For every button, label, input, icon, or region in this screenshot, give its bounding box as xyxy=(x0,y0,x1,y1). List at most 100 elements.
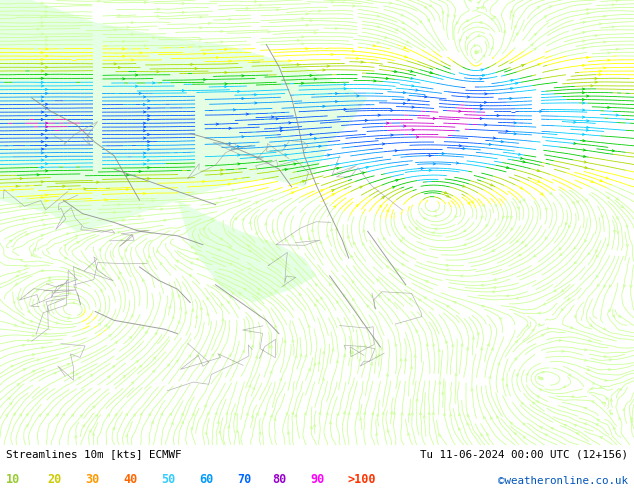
FancyArrowPatch shape xyxy=(569,374,571,376)
FancyArrowPatch shape xyxy=(286,239,288,242)
FancyArrowPatch shape xyxy=(377,25,380,28)
FancyArrowPatch shape xyxy=(145,1,146,3)
FancyArrowPatch shape xyxy=(520,187,522,189)
FancyArrowPatch shape xyxy=(455,215,457,218)
FancyArrowPatch shape xyxy=(126,435,128,438)
FancyArrowPatch shape xyxy=(157,71,159,73)
FancyArrowPatch shape xyxy=(195,241,197,243)
FancyArrowPatch shape xyxy=(141,327,143,329)
FancyArrowPatch shape xyxy=(200,46,202,48)
FancyArrowPatch shape xyxy=(582,109,585,111)
FancyArrowPatch shape xyxy=(251,416,254,418)
FancyArrowPatch shape xyxy=(600,179,602,181)
FancyArrowPatch shape xyxy=(301,82,304,84)
FancyArrowPatch shape xyxy=(387,122,389,124)
FancyArrowPatch shape xyxy=(401,14,403,16)
FancyArrowPatch shape xyxy=(28,340,30,342)
FancyArrowPatch shape xyxy=(103,268,105,270)
FancyArrowPatch shape xyxy=(256,413,258,416)
FancyArrowPatch shape xyxy=(331,53,333,55)
FancyArrowPatch shape xyxy=(48,279,51,281)
FancyArrowPatch shape xyxy=(320,241,322,244)
FancyArrowPatch shape xyxy=(382,412,384,415)
FancyArrowPatch shape xyxy=(54,372,56,374)
Text: 50: 50 xyxy=(162,473,176,487)
FancyArrowPatch shape xyxy=(597,255,598,257)
FancyArrowPatch shape xyxy=(542,371,544,373)
FancyArrowPatch shape xyxy=(8,397,10,400)
FancyArrowPatch shape xyxy=(612,26,614,28)
FancyArrowPatch shape xyxy=(396,179,398,181)
FancyArrowPatch shape xyxy=(599,70,602,73)
FancyArrowPatch shape xyxy=(215,413,217,415)
FancyArrowPatch shape xyxy=(178,321,180,323)
FancyArrowPatch shape xyxy=(484,416,486,419)
FancyArrowPatch shape xyxy=(157,8,159,10)
FancyArrowPatch shape xyxy=(143,152,146,154)
FancyArrowPatch shape xyxy=(288,122,291,124)
FancyArrowPatch shape xyxy=(424,6,427,8)
FancyArrowPatch shape xyxy=(46,44,48,46)
FancyArrowPatch shape xyxy=(602,402,605,405)
FancyArrowPatch shape xyxy=(46,48,48,50)
FancyArrowPatch shape xyxy=(420,21,422,23)
FancyArrowPatch shape xyxy=(143,262,145,265)
FancyArrowPatch shape xyxy=(119,67,120,69)
FancyArrowPatch shape xyxy=(41,81,44,83)
FancyArrowPatch shape xyxy=(403,28,405,30)
FancyArrowPatch shape xyxy=(172,317,174,319)
FancyArrowPatch shape xyxy=(204,354,206,357)
FancyArrowPatch shape xyxy=(191,427,193,430)
FancyArrowPatch shape xyxy=(477,333,480,335)
FancyArrowPatch shape xyxy=(314,363,316,366)
FancyArrowPatch shape xyxy=(204,52,206,55)
FancyArrowPatch shape xyxy=(566,222,567,225)
FancyArrowPatch shape xyxy=(242,98,244,99)
FancyArrowPatch shape xyxy=(221,169,223,171)
FancyArrowPatch shape xyxy=(458,414,461,416)
FancyArrowPatch shape xyxy=(122,55,125,57)
FancyArrowPatch shape xyxy=(375,356,378,358)
FancyArrowPatch shape xyxy=(275,290,277,292)
FancyArrowPatch shape xyxy=(377,15,380,17)
FancyArrowPatch shape xyxy=(584,423,586,425)
FancyArrowPatch shape xyxy=(271,345,273,347)
FancyArrowPatch shape xyxy=(322,378,325,380)
FancyArrowPatch shape xyxy=(359,359,361,361)
FancyArrowPatch shape xyxy=(45,36,48,38)
FancyArrowPatch shape xyxy=(343,0,346,1)
FancyArrowPatch shape xyxy=(600,437,603,439)
FancyArrowPatch shape xyxy=(493,137,495,139)
FancyArrowPatch shape xyxy=(426,344,429,346)
FancyArrowPatch shape xyxy=(379,205,382,208)
FancyArrowPatch shape xyxy=(446,195,449,197)
FancyArrowPatch shape xyxy=(270,293,273,295)
FancyArrowPatch shape xyxy=(26,414,29,416)
FancyArrowPatch shape xyxy=(586,120,589,122)
FancyArrowPatch shape xyxy=(597,419,600,421)
FancyArrowPatch shape xyxy=(126,414,127,416)
FancyArrowPatch shape xyxy=(68,293,70,294)
Text: Tu 11-06-2024 00:00 UTC (12+156): Tu 11-06-2024 00:00 UTC (12+156) xyxy=(420,449,628,460)
FancyArrowPatch shape xyxy=(356,205,358,207)
FancyArrowPatch shape xyxy=(411,413,413,415)
FancyArrowPatch shape xyxy=(148,145,150,147)
FancyArrowPatch shape xyxy=(308,368,311,371)
FancyArrowPatch shape xyxy=(424,96,427,98)
FancyArrowPatch shape xyxy=(253,387,255,390)
FancyArrowPatch shape xyxy=(612,315,614,318)
FancyArrowPatch shape xyxy=(534,33,536,36)
FancyArrowPatch shape xyxy=(37,359,39,361)
FancyArrowPatch shape xyxy=(429,154,431,157)
FancyArrowPatch shape xyxy=(460,275,463,277)
FancyArrowPatch shape xyxy=(259,432,261,435)
FancyArrowPatch shape xyxy=(332,190,334,192)
FancyArrowPatch shape xyxy=(182,11,184,13)
FancyArrowPatch shape xyxy=(318,362,320,365)
FancyArrowPatch shape xyxy=(586,56,589,59)
FancyArrowPatch shape xyxy=(375,433,378,435)
FancyArrowPatch shape xyxy=(332,194,334,196)
FancyArrowPatch shape xyxy=(462,185,465,187)
FancyArrowPatch shape xyxy=(239,293,242,295)
FancyArrowPatch shape xyxy=(446,269,448,271)
